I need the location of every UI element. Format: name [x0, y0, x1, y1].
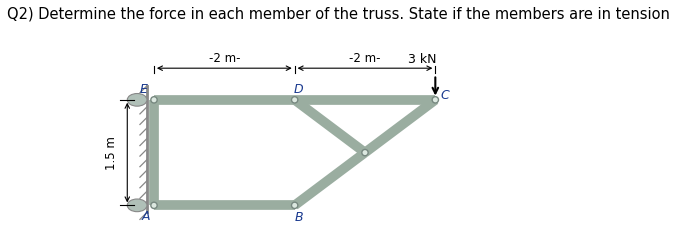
Circle shape [291, 97, 298, 103]
Ellipse shape [127, 199, 147, 212]
Circle shape [151, 202, 157, 208]
Ellipse shape [127, 94, 147, 106]
Text: Q2) Determine the force in each member of the truss. State if the members are in: Q2) Determine the force in each member o… [7, 7, 673, 22]
Text: A: A [141, 210, 150, 223]
Text: C: C [440, 89, 449, 102]
Text: -2 m-: -2 m- [209, 52, 240, 65]
Text: 3 kN: 3 kN [409, 53, 437, 66]
Circle shape [432, 97, 439, 103]
Text: 1.5 m: 1.5 m [105, 136, 118, 169]
Text: -2 m-: -2 m- [349, 52, 381, 65]
Circle shape [291, 202, 298, 208]
Circle shape [362, 149, 368, 156]
Text: E: E [139, 83, 147, 96]
Circle shape [151, 97, 157, 103]
Text: B: B [295, 211, 304, 224]
Text: D: D [293, 83, 303, 96]
